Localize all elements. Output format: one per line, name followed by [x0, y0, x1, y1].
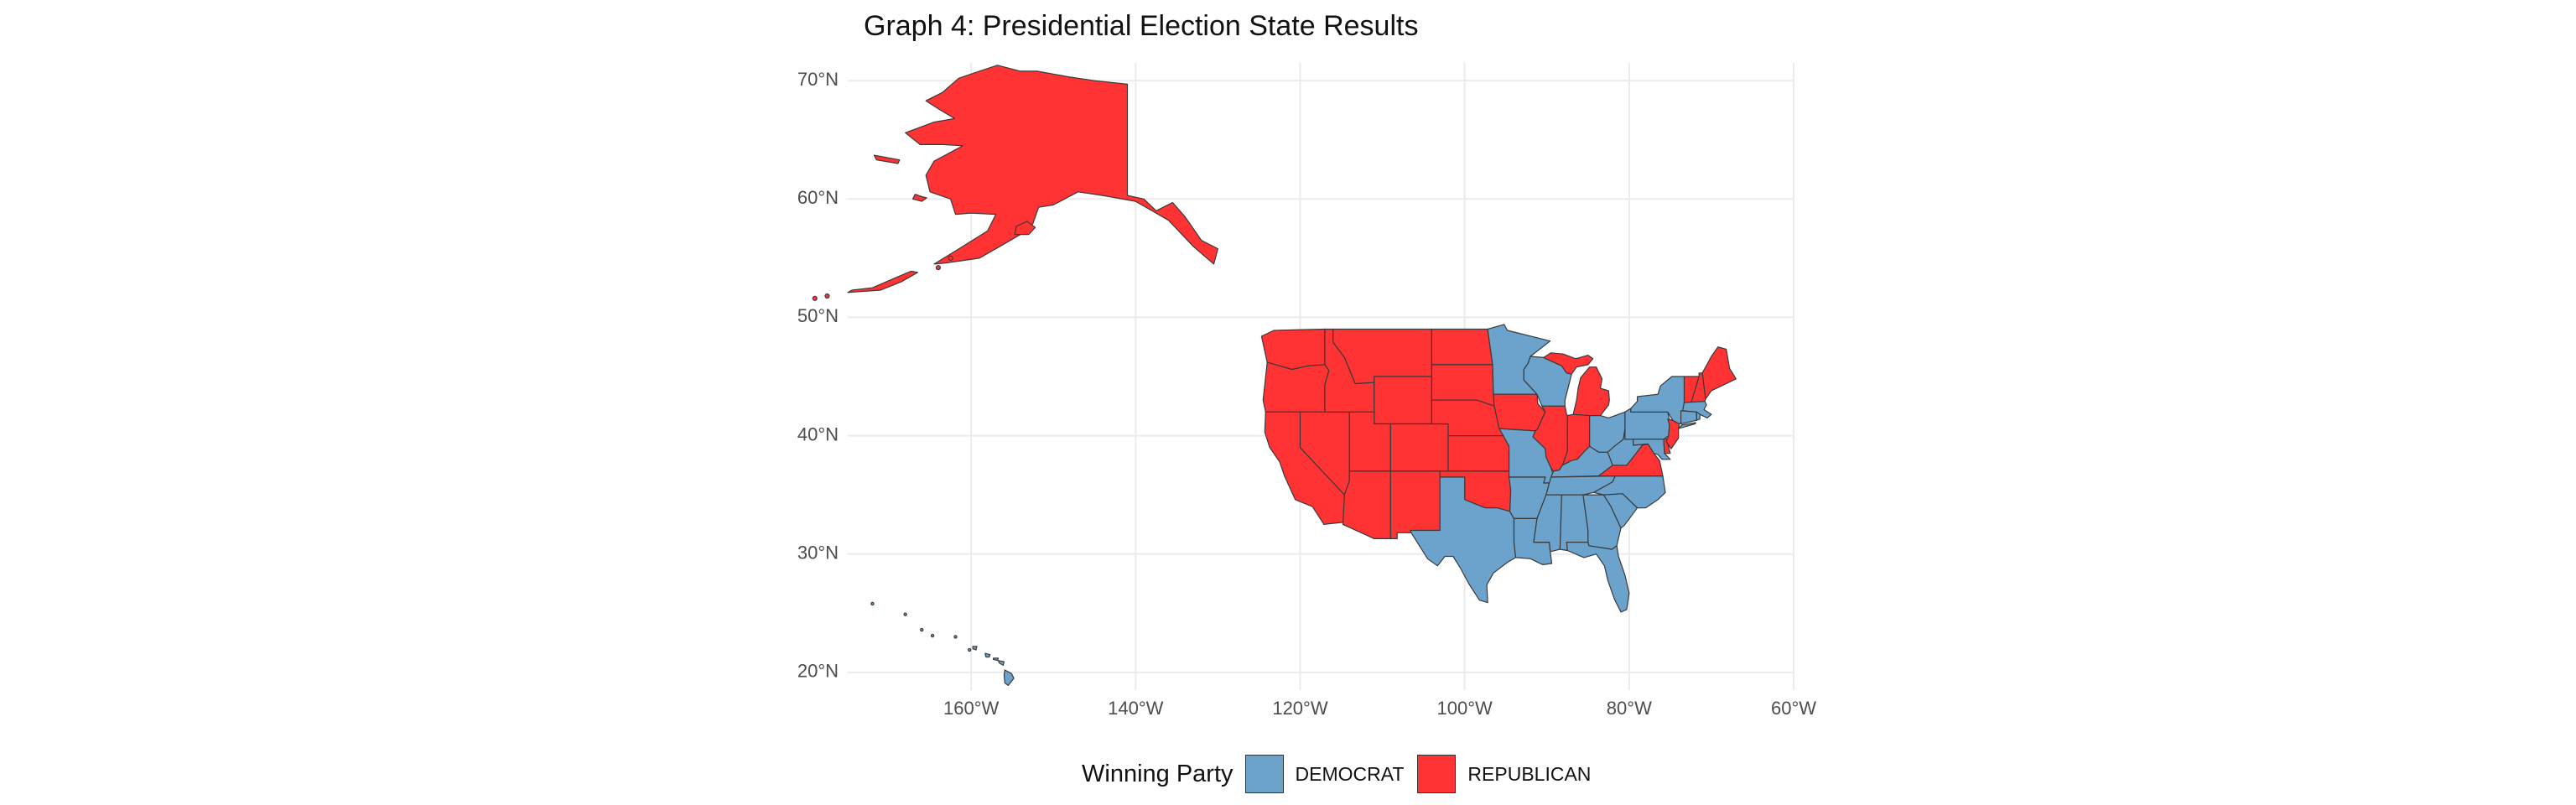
- x-tick-label: 120°W: [1272, 698, 1328, 719]
- state-hawaii-islet: [903, 612, 907, 616]
- y-tick-label: 40°N: [797, 423, 839, 444]
- y-tick-label: 70°N: [797, 69, 839, 90]
- state-hawaii-kauai: [972, 646, 978, 651]
- state-alaska-islet: [948, 255, 953, 261]
- state-colorado: [1389, 423, 1449, 472]
- state-florida: [1566, 541, 1630, 613]
- y-tick-label: 20°N: [797, 661, 839, 682]
- state-alaska-islet: [812, 295, 818, 301]
- state-texas: [1410, 476, 1517, 604]
- state-hawaii-islet: [920, 627, 924, 632]
- state-north-carolina: [1592, 475, 1666, 509]
- state-wyoming: [1374, 376, 1433, 425]
- y-tick-label: 60°N: [797, 187, 839, 208]
- state-hawaii-big: [1003, 669, 1015, 687]
- state-hawaii-oahu: [984, 652, 991, 658]
- state-michigan: [1572, 366, 1610, 417]
- state-polygons: [812, 65, 1737, 687]
- axis-tick-labels: 160°W 140°W 120°W 100°W 80°W 60°W 20°N 30°N 40°N…: [797, 69, 1816, 719]
- state-alaska-aleutian-1: [847, 270, 919, 293]
- state-delaware: [1663, 437, 1671, 454]
- state-hawaii-maui: [997, 660, 1005, 667]
- legend-title: Winning Party: [1082, 760, 1233, 787]
- state-kansas: [1447, 434, 1510, 472]
- x-tick-label: 100°W: [1437, 698, 1493, 719]
- state-alaska-stlawrence: [873, 154, 901, 164]
- state-alaska-nunivak: [911, 194, 927, 202]
- legend-key-democrat: [1244, 755, 1284, 793]
- legend-key-republican: [1417, 755, 1457, 793]
- state-hawaii-islet: [870, 601, 875, 606]
- y-tick-label: 30°N: [797, 543, 839, 564]
- state-hawaii-molokai: [992, 657, 1000, 662]
- legend-label-republican: REPUBLICAN: [1467, 762, 1592, 785]
- chart-title: Graph 4: Presidential Election State Res…: [864, 10, 1419, 42]
- state-alaska-islet: [824, 293, 830, 299]
- state-michiganup: [1543, 352, 1594, 375]
- state-alaska-islet: [935, 265, 941, 271]
- state-maine: [1701, 346, 1737, 400]
- state-arizona: [1342, 470, 1392, 540]
- legend-label-democrat: DEMOCRAT: [1295, 762, 1405, 785]
- state-oregon: [1262, 361, 1330, 413]
- x-tick-label: 80°W: [1607, 698, 1652, 719]
- state-hawaii-islet: [930, 633, 935, 638]
- state-alaska: [905, 65, 1219, 265]
- state-alaska-kodiak: [1014, 221, 1036, 236]
- state-mississippi: [1533, 494, 1563, 553]
- state-pennsylvania: [1624, 408, 1674, 440]
- state-new-mexico: [1389, 470, 1441, 540]
- state-hawaii-islet: [953, 635, 958, 639]
- x-tick-label: 60°W: [1771, 698, 1816, 719]
- y-tick-label: 50°N: [797, 305, 839, 326]
- state-long-island: [1678, 422, 1696, 429]
- state-iowa: [1493, 393, 1546, 432]
- state-hawaii-islet: [967, 647, 972, 652]
- state-north-dakota: [1431, 328, 1493, 366]
- state-rhode-island: [1696, 411, 1701, 421]
- x-tick-label: 140°W: [1108, 698, 1164, 719]
- state-connecticut: [1680, 410, 1697, 425]
- legend: Winning Party DEMOCRAT REPUBLICAN: [1082, 753, 1604, 795]
- x-tick-label: 160°W: [943, 698, 1000, 719]
